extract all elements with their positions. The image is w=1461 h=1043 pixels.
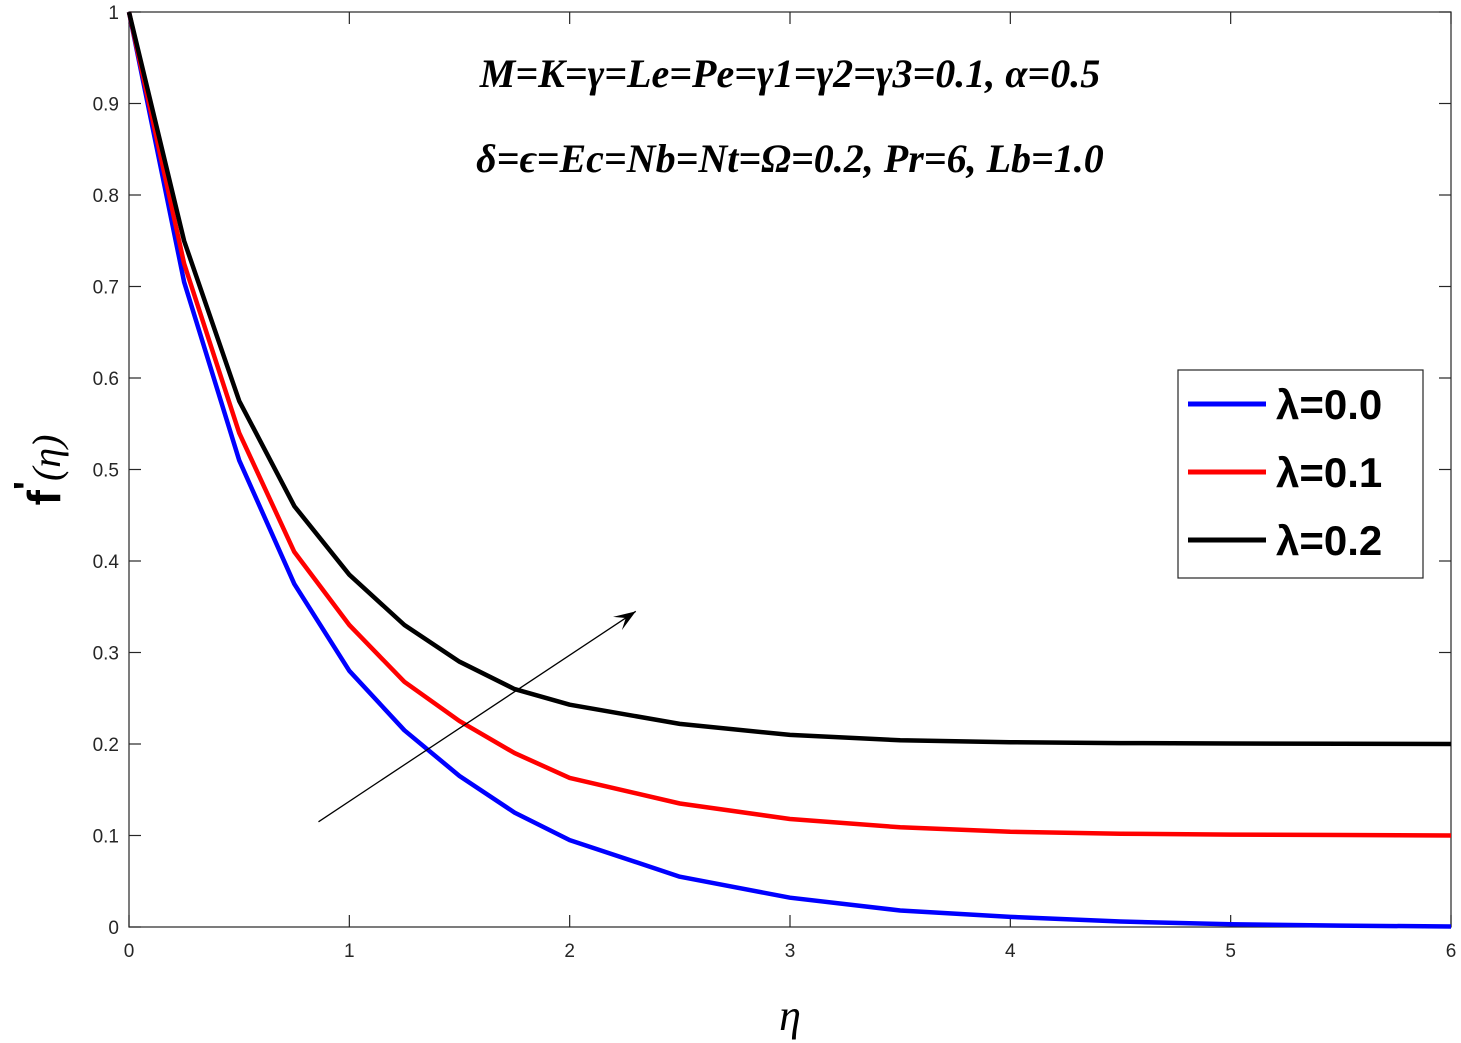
x-tick-label: 0 <box>124 941 135 962</box>
y-axis-label: f'(η) <box>7 435 70 506</box>
annotation-line-2: δ=ϵ=Ec=Nb=Nt=Ω=0.2, Pr=6, Lb=1.0 <box>476 136 1104 181</box>
y-tick-label: 0.2 <box>93 735 119 756</box>
y-tick-label: 0.7 <box>93 278 119 299</box>
x-tick-label: 4 <box>1005 941 1016 962</box>
x-tick-label: 2 <box>564 941 575 962</box>
trend-arrow-shaft <box>318 610 637 823</box>
y-axis-label-prime: ' <box>7 481 49 490</box>
y-tick-label: 0.3 <box>93 644 119 665</box>
y-axis-label-main: f <box>18 489 70 505</box>
y-tick-label: 0.1 <box>93 827 119 848</box>
y-tick-label: 0.8 <box>93 186 119 207</box>
y-axis-label-arg: (η) <box>24 435 69 481</box>
svg-text:f'(η): f'(η) <box>7 435 70 506</box>
y-tick-label: 0.4 <box>93 552 120 573</box>
x-tick-label: 3 <box>785 941 796 962</box>
plot-area: 0 1 2 3 4 5 6 0 0.1 0.2 0.3 0.4 0.5 0.6 0.7 0.8 0.9 1 <box>93 3 1457 962</box>
y-tick-label: 0.5 <box>93 461 119 482</box>
trend-arrow-head <box>613 611 636 631</box>
legend: λ=0.0 λ=0.1 λ=0.2 <box>1177 369 1424 579</box>
annotation-line-1: M=K=γ=Le=Pe=γ1=γ2=γ3=0.1, α=0.5 <box>479 51 1100 96</box>
legend-label-0: λ=0.0 <box>1276 381 1382 428</box>
x-tick-label: 1 <box>344 941 355 962</box>
series-line-2 <box>126 11 1452 747</box>
y-tick-label: 1 <box>108 3 119 24</box>
legend-label-1: λ=0.1 <box>1276 449 1382 496</box>
legend-label-2: λ=0.2 <box>1276 517 1382 564</box>
x-axis-label: η <box>779 991 801 1040</box>
series-line-1 <box>126 11 1452 838</box>
y-tick-label: 0 <box>108 918 119 939</box>
x-tick-label: 5 <box>1225 941 1236 962</box>
series-line-0 <box>126 11 1452 929</box>
y-tick-label: 0.6 <box>93 369 119 390</box>
x-tick-label: 6 <box>1446 941 1457 962</box>
y-tick-label: 0.9 <box>93 95 119 116</box>
